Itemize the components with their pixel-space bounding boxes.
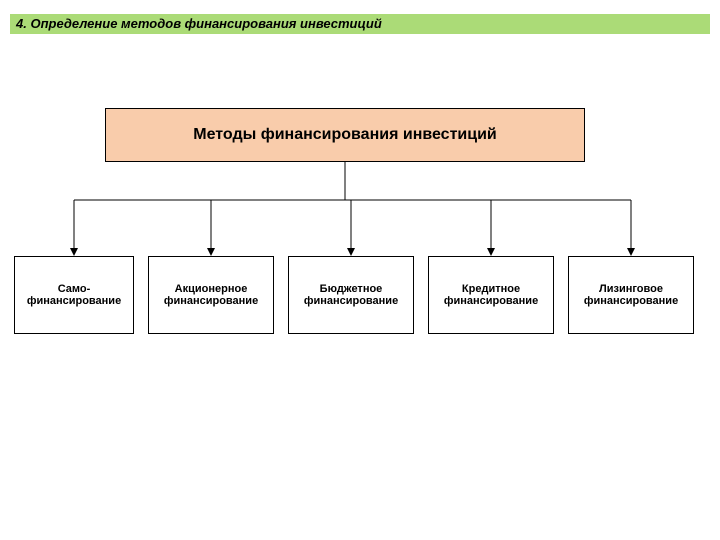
diagram-child-box: Лизинговое финансирование bbox=[568, 256, 694, 334]
diagram-child-box: Кредитное финансирование bbox=[428, 256, 554, 334]
diagram-child-label: Само- финансирование bbox=[27, 283, 121, 307]
diagram-child-box: Бюджетное финансирование bbox=[288, 256, 414, 334]
diagram-main-label: Методы финансирования инвестиций bbox=[193, 126, 497, 144]
section-header-text: 4. Определение методов финансирования ин… bbox=[16, 16, 382, 31]
diagram-child-label: Лизинговое финансирование bbox=[584, 283, 678, 307]
diagram-child-label: Акционерное финансирование bbox=[164, 283, 258, 307]
diagram-child-label: Бюджетное финансирование bbox=[304, 283, 398, 307]
diagram-main-box: Методы финансирования инвестиций bbox=[105, 108, 585, 162]
diagram-child-label: Кредитное финансирование bbox=[444, 283, 538, 307]
diagram-child-box: Само- финансирование bbox=[14, 256, 134, 334]
diagram-child-box: Акционерное финансирование bbox=[148, 256, 274, 334]
